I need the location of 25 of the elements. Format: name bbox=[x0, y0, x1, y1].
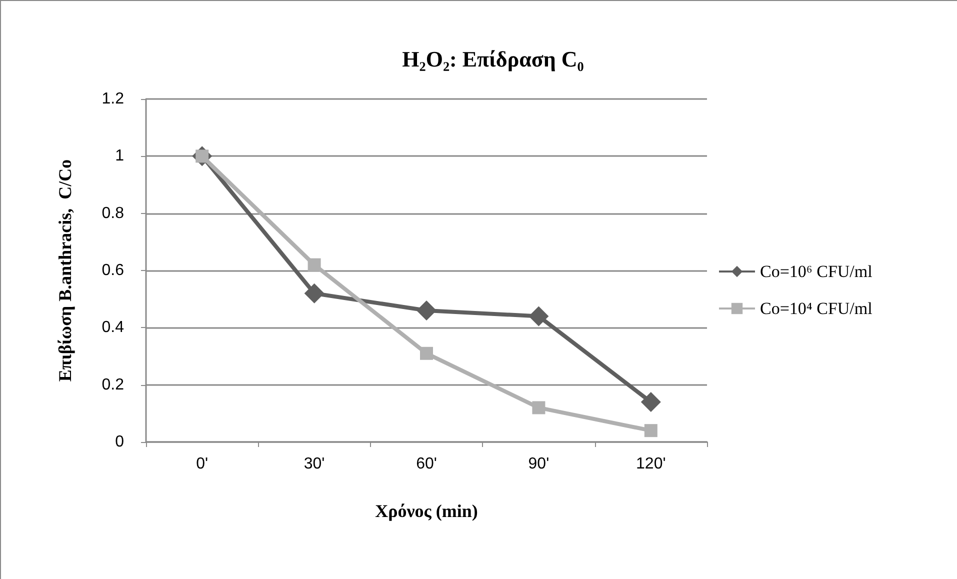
y-tick-label: 1 bbox=[115, 148, 124, 165]
y-tick-label: 0.6 bbox=[102, 262, 124, 279]
y-tick-label: 0.2 bbox=[102, 376, 124, 394]
legend-label: Co=10⁶ CFU/ml bbox=[760, 262, 873, 281]
x-tick-label: 120' bbox=[636, 456, 666, 472]
point bbox=[420, 346, 433, 360]
point bbox=[640, 392, 661, 412]
x-axis-title: Χρόνος (min) bbox=[375, 501, 478, 521]
point bbox=[308, 258, 321, 272]
chart-title: H₂O₂: Επίδραση C₀ bbox=[402, 46, 584, 72]
point bbox=[304, 283, 324, 304]
y-tick-label: 0.8 bbox=[102, 204, 124, 222]
y-tick-label: 0.4 bbox=[102, 319, 124, 336]
point bbox=[532, 401, 546, 414]
x-tick-label: 60' bbox=[416, 456, 437, 472]
point bbox=[528, 306, 549, 326]
legend-label: Co=10⁴ CFU/ml bbox=[760, 299, 873, 318]
point bbox=[416, 300, 436, 321]
point bbox=[644, 424, 658, 438]
x-tick-label: 30' bbox=[304, 456, 325, 472]
y-tick-label: 1.2 bbox=[102, 90, 124, 108]
x-tick-label: 90' bbox=[528, 456, 550, 472]
y-axis-title: Επιβίωση B.anthracis, C/Co bbox=[55, 159, 75, 382]
x-tick-label: 0' bbox=[196, 456, 208, 472]
y-tick-label: 0 bbox=[115, 434, 124, 450]
